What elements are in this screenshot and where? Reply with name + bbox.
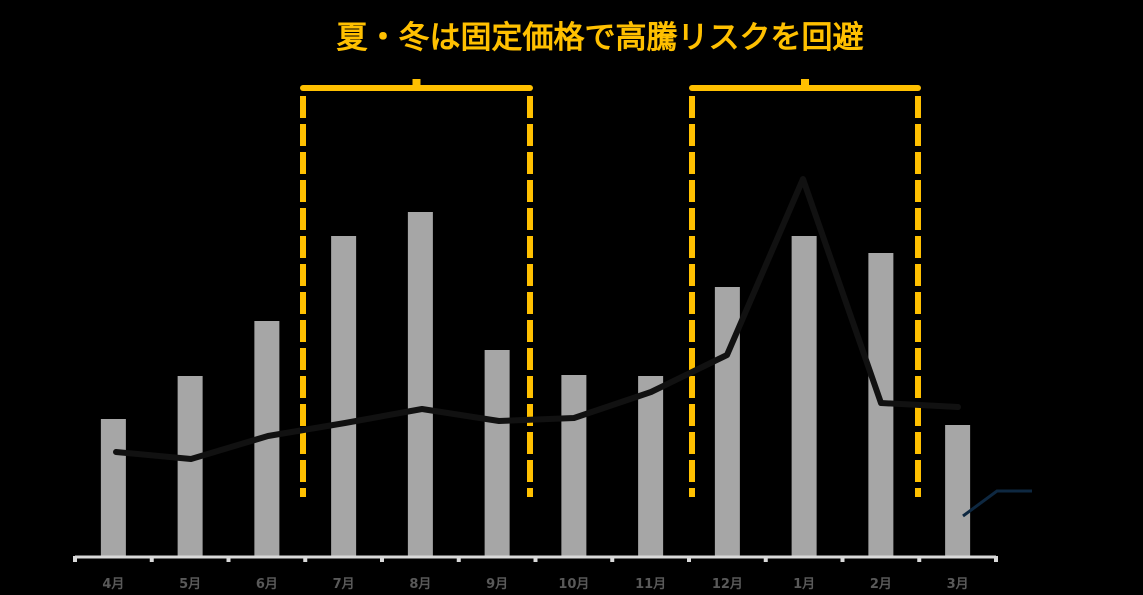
x-axis-tick (687, 556, 691, 562)
x-tick-label: 6月 (256, 577, 278, 592)
trend-line (113, 176, 961, 462)
x-tick-label: 2月 (870, 577, 892, 592)
x-tick-label: 1月 (793, 577, 815, 592)
bar-4月 (100, 419, 126, 556)
x-axis-tick (456, 556, 461, 562)
x-axis-tick (380, 556, 384, 562)
bar-11月 (638, 376, 664, 556)
x-axis-tick (73, 556, 77, 562)
bracket-tick-0 (412, 79, 421, 85)
x-tick-label: 10月 (558, 577, 589, 592)
x-tick-label: 11月 (635, 577, 666, 592)
x-tick-label: 4月 (102, 577, 124, 592)
x-axis-tick (994, 556, 998, 562)
x-tick-label: 5月 (179, 577, 201, 592)
x-axis-tick (533, 556, 538, 562)
x-axis-tick (149, 556, 154, 562)
chart-title: 夏・冬は固定価格で高騰リスクを回避 (336, 20, 864, 56)
bar-7月 (331, 236, 357, 556)
bar-8月 (407, 212, 433, 556)
x-axis-tick (763, 556, 768, 562)
x-axis-tick (303, 556, 308, 562)
bar-10月 (561, 375, 587, 556)
bar-5月 (177, 376, 203, 556)
x-axis-tick (610, 556, 615, 562)
bar-9月 (484, 350, 510, 556)
x-tick-label: 9月 (486, 577, 508, 592)
bracket-tick-1 (801, 79, 809, 85)
x-tick-label: 8月 (409, 577, 431, 592)
bar-1月 (791, 236, 817, 556)
x-axis-tick (917, 556, 922, 562)
x-tick-label: 12月 (712, 577, 743, 592)
x-tick-label: 3月 (947, 577, 969, 592)
bar-3月 (945, 425, 971, 556)
x-axis-tick (226, 556, 231, 562)
legend-line-marker (962, 489, 1032, 518)
x-axis-tick (840, 556, 845, 562)
x-tick-label: 7月 (333, 577, 355, 592)
